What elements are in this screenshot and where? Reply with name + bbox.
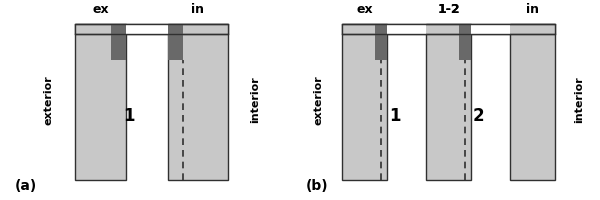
Text: interior: interior [574,77,584,123]
Text: 1-2: 1-2 [437,3,460,16]
Text: 1-2: 1-2 [437,3,460,16]
Text: in: in [191,3,205,16]
Bar [459,24,471,60]
Text: exterior: exterior [43,75,53,125]
Bar [426,24,471,180]
Text: 1: 1 [389,107,400,125]
Text: in: in [526,3,539,16]
Bar [375,24,387,60]
Bar [342,24,555,34]
Bar [126,24,168,34]
Text: interior: interior [250,77,260,123]
Text: exterior: exterior [313,75,323,125]
Bar [111,24,126,60]
Bar [387,24,426,34]
Text: 1: 1 [123,107,135,125]
Text: ex: ex [356,3,373,16]
Bar [75,24,228,34]
Text: (b): (b) [306,179,329,193]
Bar [342,24,387,180]
Text: (a): (a) [15,179,37,193]
Bar [471,24,510,34]
Text: 2: 2 [473,107,484,125]
Text: ex: ex [92,3,109,16]
Bar [75,24,126,180]
Bar [510,24,555,180]
Bar [168,24,183,60]
Bar [168,24,228,180]
